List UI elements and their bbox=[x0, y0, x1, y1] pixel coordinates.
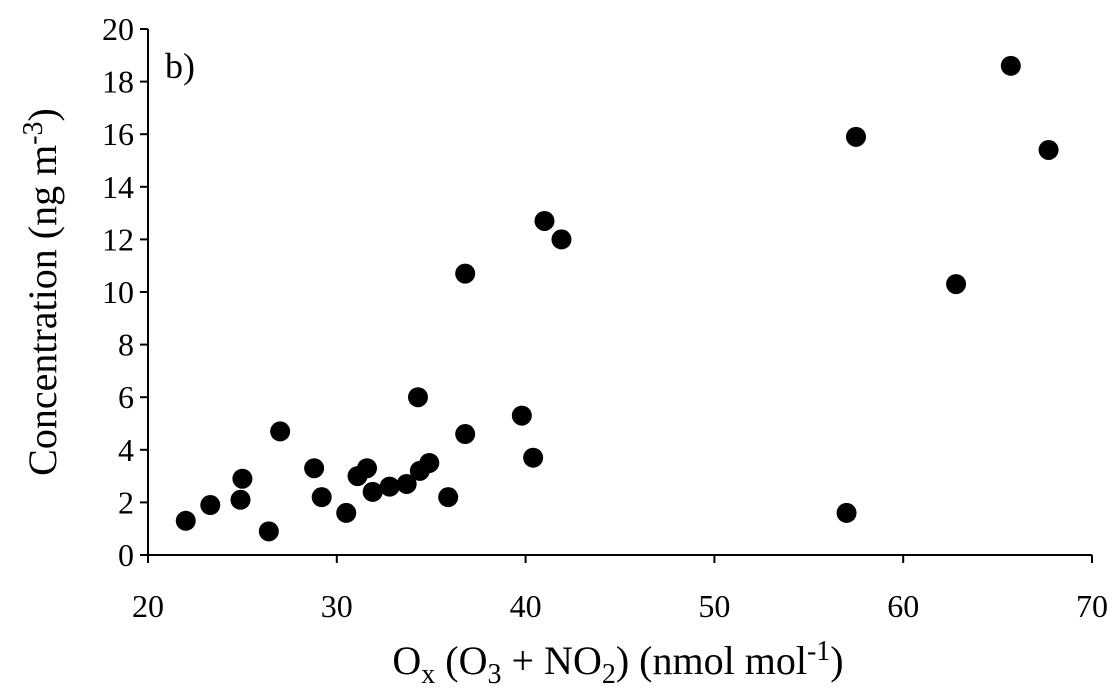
y-tick-label: 8 bbox=[118, 327, 134, 363]
data-point bbox=[837, 503, 857, 523]
data-point bbox=[232, 469, 252, 489]
data-point bbox=[176, 511, 196, 531]
data-point bbox=[512, 406, 532, 426]
data-points bbox=[176, 56, 1059, 542]
x-axis-title-end: ) bbox=[830, 638, 843, 683]
y-axis-title-main: Concentration (ng m bbox=[20, 145, 65, 476]
y-tick-label: 10 bbox=[102, 274, 134, 310]
y-axis-title-sup: -3 bbox=[18, 121, 49, 144]
data-point bbox=[270, 421, 290, 441]
x-tick-label: 70 bbox=[1076, 588, 1108, 624]
x-axis-title-mid1: (O bbox=[435, 638, 487, 683]
data-point bbox=[946, 274, 966, 294]
panel-label: b) bbox=[165, 46, 195, 86]
data-point bbox=[312, 487, 332, 507]
x-axis-title-main: O bbox=[392, 638, 421, 683]
y-tick-label: 4 bbox=[118, 432, 134, 468]
x-ticks: 20 30 40 50 60 70 bbox=[132, 555, 1108, 624]
data-point bbox=[1039, 140, 1059, 160]
y-axis-title: Concentration (ng m-3) bbox=[18, 108, 65, 476]
y-tick-label: 16 bbox=[102, 116, 134, 152]
y-tick-label: 14 bbox=[102, 169, 134, 205]
data-point bbox=[438, 487, 458, 507]
data-point bbox=[455, 264, 475, 284]
x-tick-label: 60 bbox=[887, 588, 919, 624]
y-tick-label: 12 bbox=[102, 221, 134, 257]
x-tick-label: 20 bbox=[132, 588, 164, 624]
data-point bbox=[336, 503, 356, 523]
y-tick-label: 2 bbox=[118, 484, 134, 520]
data-point bbox=[231, 490, 251, 510]
x-axis-title-sup: -1 bbox=[807, 636, 830, 667]
y-tick-label: 20 bbox=[102, 11, 134, 47]
y-ticks: 0 2 4 6 8 10 12 14 16 18 20 bbox=[102, 11, 148, 573]
x-axis-title: Ox (O3 + NO2) (nmol mol-1) bbox=[392, 636, 843, 690]
y-tick-label: 0 bbox=[118, 537, 134, 573]
data-point bbox=[304, 458, 324, 478]
x-axis-title-mid3: ) (nmol mol bbox=[616, 638, 807, 683]
data-point bbox=[259, 521, 279, 541]
data-point bbox=[357, 458, 377, 478]
data-point bbox=[419, 453, 439, 473]
data-point bbox=[1001, 56, 1021, 76]
x-axis-title-mid2: + NO bbox=[502, 638, 602, 683]
data-point bbox=[408, 387, 428, 407]
x-axis-title-sub1: x bbox=[421, 659, 435, 690]
y-tick-label: 6 bbox=[118, 379, 134, 415]
data-point bbox=[363, 482, 383, 502]
x-axis-title-sub2: 3 bbox=[488, 659, 502, 690]
data-point bbox=[534, 211, 554, 231]
data-point bbox=[455, 424, 475, 444]
y-tick-label: 18 bbox=[102, 64, 134, 100]
x-tick-label: 50 bbox=[698, 588, 730, 624]
data-point bbox=[200, 495, 220, 515]
data-point bbox=[380, 477, 400, 497]
data-point bbox=[551, 229, 571, 249]
x-tick-label: 30 bbox=[321, 588, 353, 624]
y-axis-title-end: ) bbox=[20, 108, 65, 121]
x-axis-title-sub3: 2 bbox=[602, 659, 616, 690]
data-point bbox=[523, 448, 543, 468]
x-tick-label: 40 bbox=[510, 588, 542, 624]
data-point bbox=[846, 127, 866, 147]
